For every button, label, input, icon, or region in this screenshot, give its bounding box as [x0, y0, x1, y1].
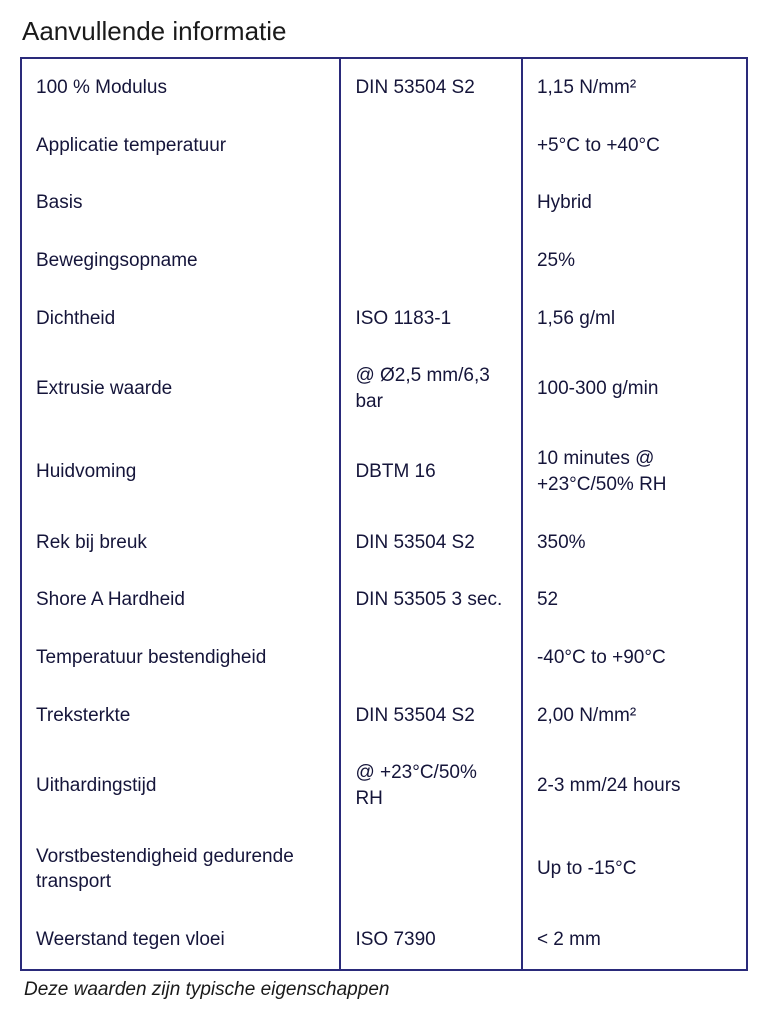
cell-method	[340, 828, 522, 911]
table-row: Extrusie waarde@ Ø2,5 mm/6,3 bar100-300 …	[21, 347, 747, 430]
cell-method	[340, 174, 522, 232]
table-row: DichtheidISO 1183-11,56 g/ml	[21, 290, 747, 348]
cell-property: Rek bij breuk	[21, 514, 340, 572]
cell-value: 100-300 g/min	[522, 347, 747, 430]
table-row: Rek bij breukDIN 53504 S2350%	[21, 514, 747, 572]
cell-method	[340, 232, 522, 290]
table-row: Weerstand tegen vloeiISO 7390< 2 mm	[21, 911, 747, 970]
footnote: Deze waarden zijn typische eigenschappen	[24, 979, 748, 1001]
cell-value: 1,56 g/ml	[522, 290, 747, 348]
cell-method	[340, 117, 522, 175]
spec-table: 100 % ModulusDIN 53504 S21,15 N/mm²Appli…	[20, 57, 748, 971]
cell-value: 25%	[522, 232, 747, 290]
cell-method: DBTM 16	[340, 430, 522, 513]
page-title: Aanvullende informatie	[22, 16, 748, 47]
cell-method: DIN 53505 3 sec.	[340, 571, 522, 629]
cell-value: Up to -15°C	[522, 828, 747, 911]
cell-property: Huidvoming	[21, 430, 340, 513]
cell-value: < 2 mm	[522, 911, 747, 970]
cell-value: 2,00 N/mm²	[522, 687, 747, 745]
cell-method: DIN 53504 S2	[340, 687, 522, 745]
table-row: Shore A HardheidDIN 53505 3 sec.52	[21, 571, 747, 629]
cell-property: Extrusie waarde	[21, 347, 340, 430]
cell-value: -40°C to +90°C	[522, 629, 747, 687]
cell-property: Temperatuur bestendigheid	[21, 629, 340, 687]
cell-method: DIN 53504 S2	[340, 514, 522, 572]
cell-method: ISO 7390	[340, 911, 522, 970]
cell-value: Hybrid	[522, 174, 747, 232]
cell-method: @ Ø2,5 mm/6,3 bar	[340, 347, 522, 430]
cell-property: Vorstbestendigheid gedurende transport	[21, 828, 340, 911]
cell-property: Bewegingsopname	[21, 232, 340, 290]
cell-method	[340, 629, 522, 687]
cell-method: DIN 53504 S2	[340, 58, 522, 117]
table-row: Applicatie temperatuur +5°C to +40°C	[21, 117, 747, 175]
spec-table-body: 100 % ModulusDIN 53504 S21,15 N/mm²Appli…	[21, 58, 747, 970]
cell-value: 10 minutes @ +23°C/50% RH	[522, 430, 747, 513]
cell-value: 1,15 N/mm²	[522, 58, 747, 117]
cell-property: Applicatie temperatuur	[21, 117, 340, 175]
cell-method: @ +23°C/50% RH	[340, 744, 522, 827]
cell-value: 2-3 mm/24 hours	[522, 744, 747, 827]
cell-property: Dichtheid	[21, 290, 340, 348]
table-row: Bewegingsopname 25%	[21, 232, 747, 290]
table-row: Basis Hybrid	[21, 174, 747, 232]
cell-value: +5°C to +40°C	[522, 117, 747, 175]
table-row: Uithardingstijd@ +23°C/50% RH2-3 mm/24 h…	[21, 744, 747, 827]
cell-property: Treksterkte	[21, 687, 340, 745]
cell-property: 100 % Modulus	[21, 58, 340, 117]
cell-method: ISO 1183-1	[340, 290, 522, 348]
cell-property: Basis	[21, 174, 340, 232]
cell-value: 350%	[522, 514, 747, 572]
cell-property: Shore A Hardheid	[21, 571, 340, 629]
table-row: Temperatuur bestendigheid -40°C to +90°C	[21, 629, 747, 687]
table-row: 100 % ModulusDIN 53504 S21,15 N/mm²	[21, 58, 747, 117]
cell-property: Uithardingstijd	[21, 744, 340, 827]
table-row: HuidvomingDBTM 1610 minutes @ +23°C/50% …	[21, 430, 747, 513]
cell-value: 52	[522, 571, 747, 629]
table-row: TreksterkteDIN 53504 S22,00 N/mm²	[21, 687, 747, 745]
table-row: Vorstbestendigheid gedurende transport Up…	[21, 828, 747, 911]
cell-property: Weerstand tegen vloei	[21, 911, 340, 970]
